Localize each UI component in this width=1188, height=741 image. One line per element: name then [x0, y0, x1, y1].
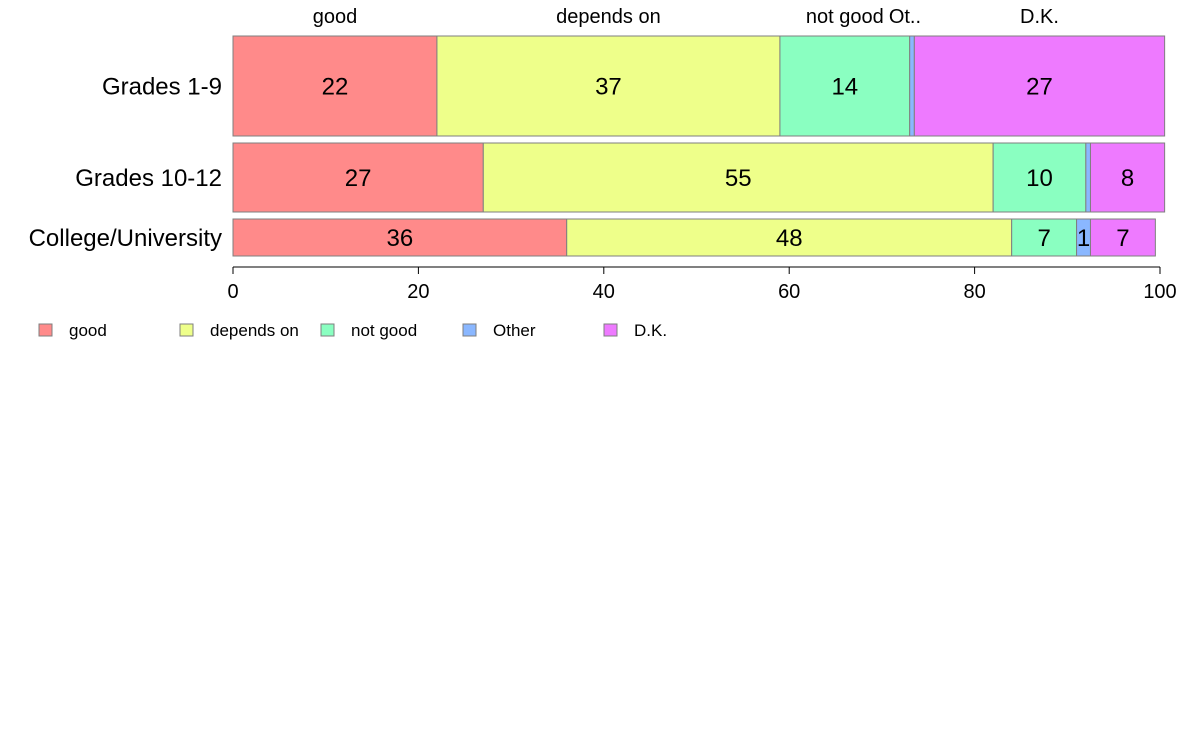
bar-segment-1-0: [232, 142, 484, 213]
legend-label: depends on: [210, 321, 299, 340]
legend-label: Other: [493, 321, 536, 340]
data-label: 37: [595, 74, 622, 101]
data-label: 8: [1121, 165, 1134, 192]
top-label: Ot..: [889, 6, 921, 28]
data-label: 36: [387, 225, 414, 252]
category-label: Grades 10-12: [75, 165, 222, 192]
x-tick-label: 80: [963, 281, 985, 303]
data-label: 48: [776, 225, 803, 252]
data-label: 7: [1116, 225, 1129, 252]
x-tick-label: 0: [227, 281, 238, 303]
category-label: College/University: [29, 225, 222, 252]
bar-segment-2-1: [566, 218, 1013, 257]
top-label: D.K.: [1020, 6, 1059, 28]
data-label: 7: [1037, 225, 1050, 252]
x-tick-label: 20: [407, 281, 429, 303]
bar-segment-2-4: [1089, 218, 1156, 257]
bar-segment-1-2: [992, 142, 1087, 213]
data-label: 55: [725, 165, 752, 192]
x-tick-label: 60: [778, 281, 800, 303]
data-label: 1: [1077, 225, 1090, 252]
bar-segment-0-1: [436, 35, 781, 137]
data-label: 27: [1026, 74, 1053, 101]
bar-segment-1-4: [1089, 142, 1166, 213]
legend-swatch: [179, 323, 194, 337]
data-label: 27: [345, 165, 372, 192]
legend-label: not good: [351, 321, 417, 340]
legend-label: D.K.: [634, 321, 667, 340]
top-label: not good: [806, 6, 884, 28]
legend-swatch: [320, 323, 335, 337]
legend-swatch: [462, 323, 477, 337]
top-label: good: [313, 6, 358, 28]
bar-segment-0-3: [909, 35, 915, 137]
bar-segment-0-2: [779, 35, 911, 137]
x-tick-label: 40: [593, 281, 615, 303]
legend-swatch: [603, 323, 618, 337]
x-tick-label: 100: [1143, 281, 1176, 303]
top-label: depends on: [556, 6, 661, 28]
data-label: 14: [831, 74, 858, 101]
bar-segment-2-0: [232, 218, 568, 257]
bar-segment-0-0: [232, 35, 438, 137]
legend-label: good: [69, 321, 107, 340]
bar-segment-1-3: [1085, 142, 1091, 213]
data-label: 22: [322, 74, 349, 101]
bar-segment-0-4: [913, 35, 1166, 137]
bar-segment-1-1: [482, 142, 994, 213]
data-label: 10: [1026, 165, 1053, 192]
category-label: Grades 1-9: [102, 74, 222, 101]
legend-swatch: [38, 323, 53, 337]
